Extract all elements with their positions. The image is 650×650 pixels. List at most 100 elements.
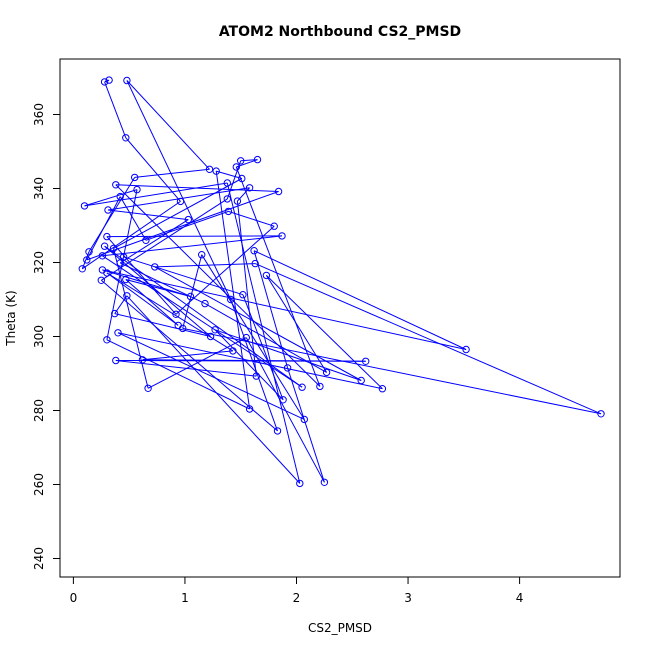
series-line-segment — [107, 209, 189, 221]
series-line-segment — [86, 191, 279, 261]
data-point — [144, 384, 152, 392]
data-point — [98, 252, 107, 260]
series-line-segment — [84, 189, 138, 207]
series-line-segment — [126, 80, 232, 300]
data-point — [112, 181, 120, 189]
series-line-segment — [142, 350, 233, 361]
y-tick-label: 300 — [32, 325, 46, 348]
y-tick-label: 240 — [32, 547, 46, 570]
data-point — [279, 396, 287, 404]
series-line-segment — [242, 294, 284, 400]
data-point — [100, 242, 109, 250]
series-line-segment — [106, 339, 250, 410]
series-line-segment — [125, 137, 181, 202]
data-point — [97, 276, 106, 284]
x-tick-label: 4 — [516, 591, 524, 605]
series-line-segment — [182, 327, 602, 415]
data-point — [206, 332, 215, 341]
series-line-segment — [104, 79, 110, 83]
x-axis-label: CS2_PMSD — [308, 621, 372, 635]
data-point — [111, 309, 119, 318]
series-line-segment — [106, 236, 177, 315]
data-point — [201, 299, 209, 308]
data-point — [283, 364, 292, 372]
y-tick-label: 360 — [32, 103, 46, 126]
data-point — [116, 259, 124, 267]
y-tick-label: 320 — [32, 251, 46, 274]
data-point — [142, 236, 150, 245]
series-line-segment — [154, 266, 362, 381]
series-line-segment — [226, 182, 301, 484]
data-point — [123, 76, 131, 85]
series-line-segment — [126, 80, 210, 170]
data-point — [103, 336, 111, 344]
data-point — [133, 185, 141, 194]
series-line-segment — [134, 168, 210, 178]
x-axis: 0 1 2 3 4 — [70, 576, 524, 605]
y-tick-label: 260 — [32, 473, 46, 496]
data-point — [131, 173, 139, 182]
series-line-segment — [245, 337, 325, 483]
data-point — [112, 356, 120, 365]
data-point — [78, 265, 87, 273]
data-point — [223, 195, 232, 203]
data-point — [227, 295, 235, 304]
x-tick-label: 3 — [404, 591, 412, 605]
series-line-segment — [287, 367, 325, 483]
data-point — [362, 357, 370, 365]
data-point — [151, 263, 159, 271]
series-line-segment — [126, 295, 301, 484]
series-line-segment — [117, 332, 305, 420]
series-line-segment — [255, 263, 602, 415]
data-point — [238, 174, 246, 183]
data-point — [123, 292, 131, 300]
data-point — [100, 78, 109, 86]
data-point — [245, 184, 254, 192]
data-point — [103, 232, 111, 241]
series-line-segment — [115, 184, 321, 387]
series-line-segment — [228, 210, 275, 227]
data-point — [378, 385, 387, 393]
series-line-segment — [106, 235, 283, 238]
series-line-segment — [201, 254, 305, 420]
data-point — [316, 382, 324, 391]
x-tick-label: 0 — [70, 591, 78, 605]
series-line-segment — [216, 170, 242, 179]
series-line-segment — [106, 272, 179, 326]
data-point — [262, 271, 271, 280]
series-line-segment — [119, 219, 189, 264]
x-tick-label: 2 — [293, 591, 301, 605]
data-point — [597, 410, 605, 418]
data-point — [462, 345, 470, 354]
series-line-segment — [147, 337, 247, 389]
data-point — [176, 197, 185, 206]
data-point — [250, 247, 258, 255]
data-point — [298, 383, 306, 391]
data-point — [83, 256, 91, 264]
data-point — [322, 368, 331, 377]
data-point — [224, 207, 233, 216]
data-point — [198, 251, 206, 259]
data-point — [114, 329, 122, 337]
series-line-segment — [266, 275, 383, 390]
data-point — [320, 478, 329, 486]
chart-title: ATOM2 Northbound CS2_PMSD — [219, 24, 461, 40]
y-axis-label: Theta (K) — [4, 290, 18, 346]
series-line-segment — [102, 255, 303, 388]
series-line-segment — [214, 329, 362, 381]
data-point — [274, 187, 283, 196]
series-line-segment — [230, 299, 278, 432]
data-point — [252, 372, 260, 380]
series-line-segment — [102, 269, 191, 297]
series-line-segment — [182, 254, 203, 329]
series-line-segment — [88, 177, 136, 253]
series-line-segment — [214, 329, 284, 401]
series-line-segment — [145, 210, 229, 241]
y-axis: 240 260 280 300 320 340 360 — [32, 103, 61, 570]
data-point — [223, 179, 232, 187]
data-point — [239, 291, 247, 299]
data-point — [186, 292, 195, 301]
data-point — [179, 324, 187, 333]
series-line-segment — [115, 360, 257, 377]
series-line-segment — [236, 201, 257, 377]
